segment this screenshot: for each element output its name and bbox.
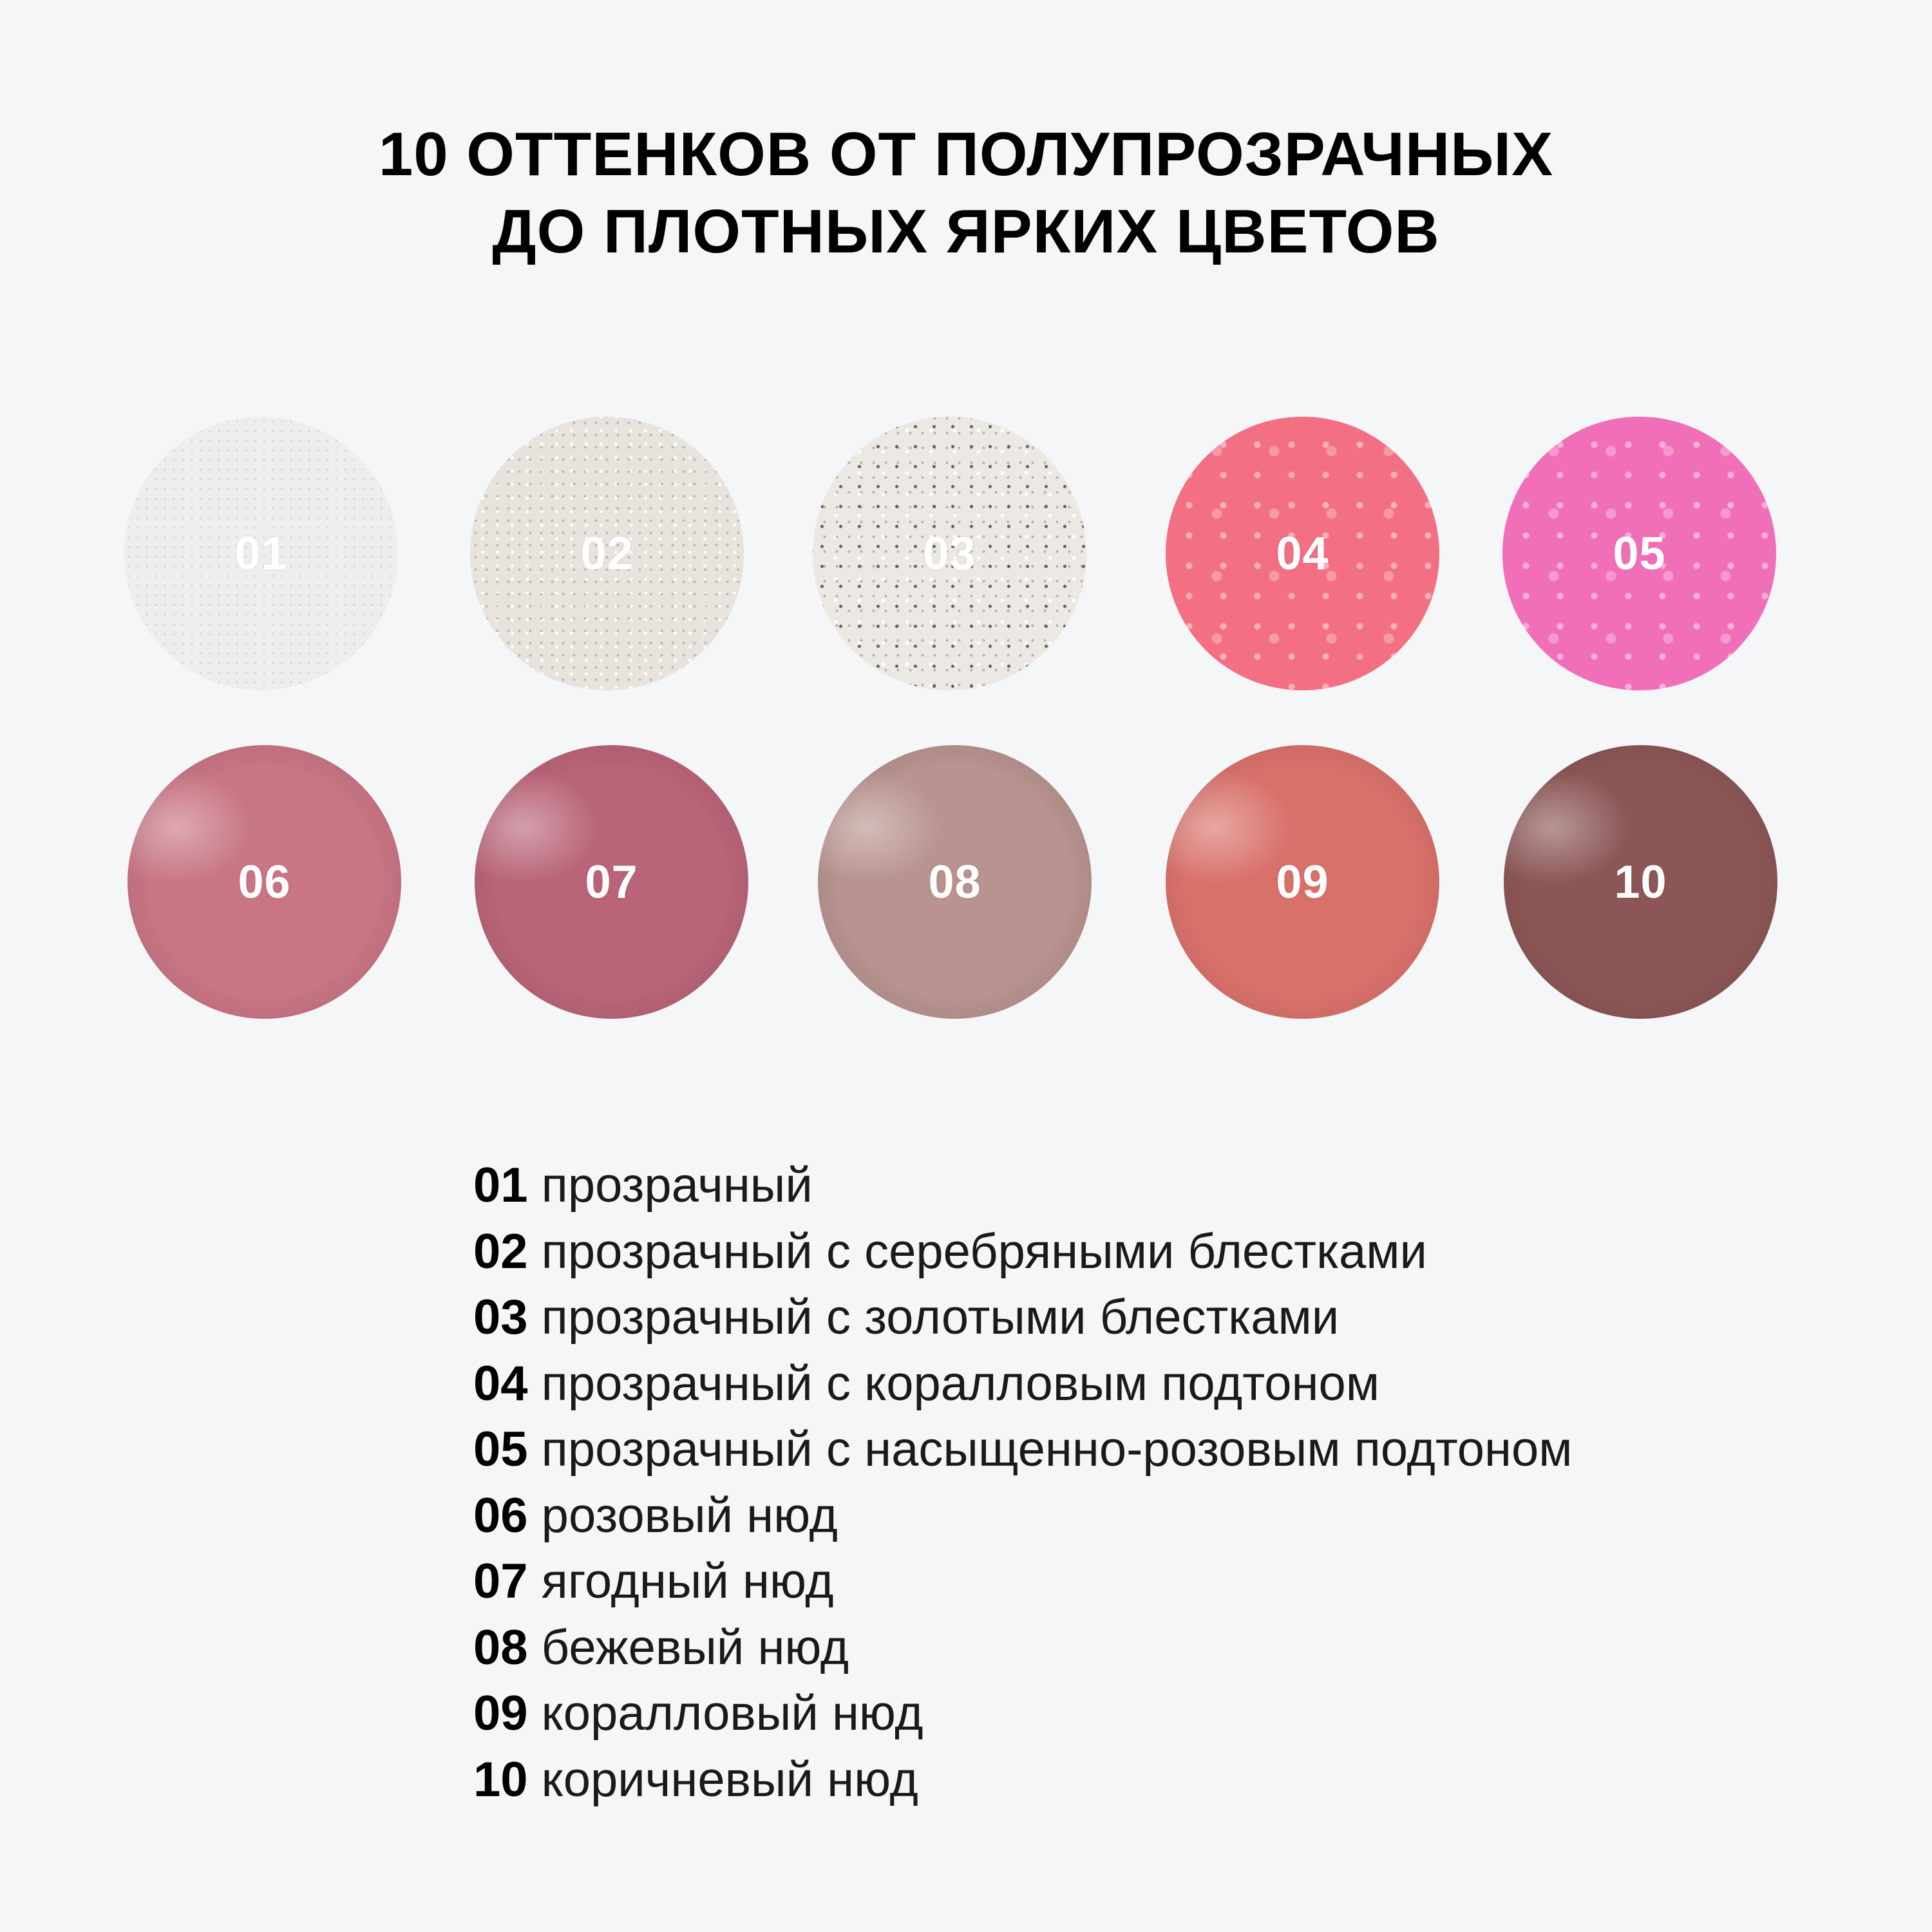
legend-description: прозрачный с золотыми блестками bbox=[541, 1290, 1340, 1345]
legend-item: 09 коралловый нюд bbox=[473, 1681, 1573, 1747]
shade-code: 09 bbox=[1276, 856, 1329, 908]
legend-description: ягодный нюд bbox=[541, 1554, 834, 1609]
shade-swatch-05[interactable]: 05 bbox=[1502, 417, 1776, 690]
legend-description: прозрачный с серебряными блестками bbox=[541, 1224, 1427, 1279]
legend-number: 05 bbox=[473, 1422, 528, 1477]
shade-code: 02 bbox=[580, 527, 634, 580]
page-title-line-2: ДО ПЛОТНЫХ ЯРКИХ ЦВЕТОВ bbox=[492, 197, 1440, 266]
shade-code: 03 bbox=[923, 527, 976, 580]
legend-description: розовый нюд bbox=[541, 1488, 838, 1543]
legend-number: 09 bbox=[473, 1686, 528, 1741]
legend-item: 10 коричневый нюд bbox=[473, 1747, 1573, 1814]
legend-number: 08 bbox=[473, 1620, 528, 1675]
swatch-texture bbox=[124, 417, 398, 690]
shade-swatch-03[interactable]: 03 bbox=[813, 417, 1086, 690]
legend-number: 01 bbox=[473, 1158, 528, 1213]
legend-number: 06 bbox=[473, 1488, 528, 1543]
legend-number: 02 bbox=[473, 1224, 528, 1279]
shade-swatch-08[interactable]: 08 bbox=[818, 745, 1092, 1019]
shade-code: 10 bbox=[1614, 856, 1667, 908]
shade-legend: 01 прозрачный 02 прозрачный с серебряным… bbox=[473, 1153, 1573, 1813]
legend-item: 05 прозрачный с насыщенно-розовым подтон… bbox=[473, 1417, 1573, 1483]
legend-item: 03 прозрачный с золотыми блестками bbox=[473, 1285, 1573, 1351]
swatch-texture bbox=[1166, 745, 1439, 1019]
legend-description: прозрачный с коралловым подтоном bbox=[541, 1356, 1379, 1411]
legend-item: 02 прозрачный с серебряными блестками bbox=[473, 1219, 1573, 1285]
shade-code: 06 bbox=[238, 856, 291, 908]
swatch-texture bbox=[1166, 417, 1439, 690]
legend-number: 07 bbox=[473, 1554, 528, 1609]
legend-description: бежевый нюд bbox=[541, 1620, 849, 1675]
shade-swatch-01[interactable]: 01 bbox=[124, 417, 398, 690]
legend-item: 06 розовый нюд bbox=[473, 1483, 1573, 1549]
shade-swatch-02[interactable]: 02 bbox=[470, 417, 744, 690]
shade-swatch-09[interactable]: 09 bbox=[1166, 745, 1439, 1019]
legend-number: 10 bbox=[473, 1752, 528, 1807]
shade-code: 08 bbox=[928, 856, 981, 908]
legend-number: 03 bbox=[473, 1290, 528, 1345]
shade-code: 05 bbox=[1613, 527, 1666, 580]
swatch-texture bbox=[1502, 417, 1776, 690]
shade-code: 01 bbox=[234, 527, 288, 580]
shade-code: 07 bbox=[585, 856, 638, 908]
swatch-texture bbox=[475, 745, 748, 1019]
legend-item: 07 ягодный нюд bbox=[473, 1549, 1573, 1615]
legend-description: коричневый нюд bbox=[541, 1752, 918, 1807]
shade-code: 04 bbox=[1276, 527, 1329, 580]
shade-swatch-06[interactable]: 06 bbox=[128, 745, 401, 1019]
shade-swatch-04[interactable]: 04 bbox=[1166, 417, 1439, 690]
legend-item: 04 прозрачный с коралловым подтоном bbox=[473, 1351, 1573, 1417]
legend-description: коралловый нюд bbox=[541, 1686, 923, 1741]
legend-description: прозрачный bbox=[541, 1158, 813, 1213]
legend-item: 01 прозрачный bbox=[473, 1153, 1573, 1219]
legend-item: 08 бежевый нюд bbox=[473, 1615, 1573, 1681]
page-title: 10 ОТТЕНКОВ ОТ ПОЛУПРОЗРАЧНЫХ ДО ПЛОТНЫХ… bbox=[0, 116, 1932, 270]
swatch-texture bbox=[818, 745, 1092, 1019]
shade-swatch-07[interactable]: 07 bbox=[475, 745, 748, 1019]
swatch-texture bbox=[470, 417, 744, 690]
swatch-texture bbox=[1504, 745, 1777, 1019]
legend-number: 04 bbox=[473, 1356, 528, 1411]
swatch-texture bbox=[813, 417, 1086, 690]
legend-description: прозрачный с насыщенно-розовым подтоном bbox=[541, 1422, 1573, 1477]
page-title-line-1: 10 ОТТЕНКОВ ОТ ПОЛУПРОЗРАЧНЫХ bbox=[378, 120, 1554, 189]
swatch-texture bbox=[128, 745, 401, 1019]
shade-swatch-10[interactable]: 10 bbox=[1504, 745, 1777, 1019]
